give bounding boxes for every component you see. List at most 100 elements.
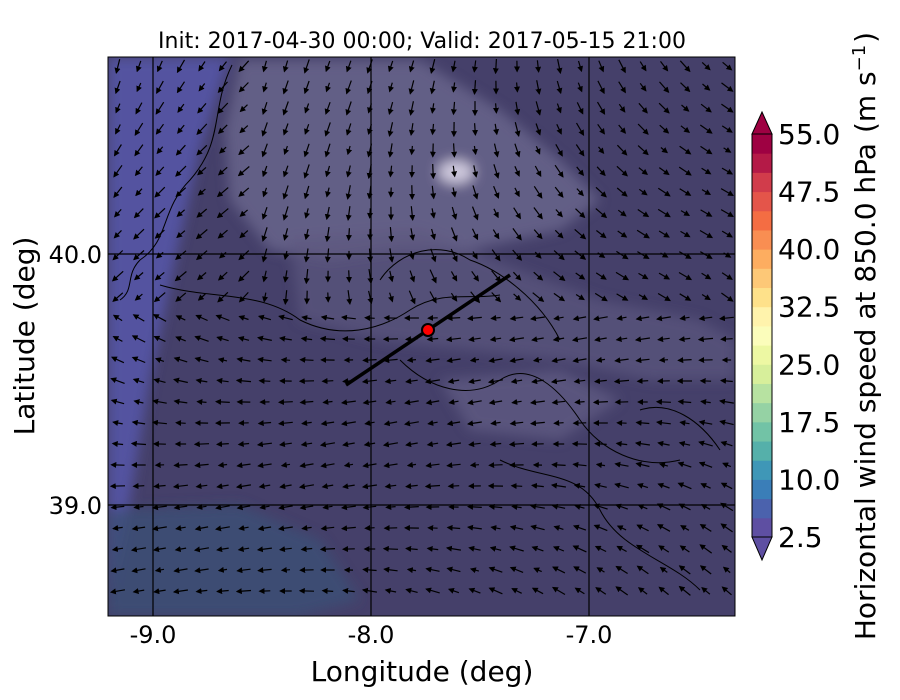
wind-vector — [131, 419, 146, 426]
wind-vector — [258, 377, 271, 384]
wind-vector — [575, 144, 585, 157]
wind-vector — [194, 567, 209, 574]
wind-vector — [362, 504, 377, 511]
wind-vector — [216, 588, 229, 595]
wind-vector — [596, 101, 606, 115]
y-axis-label: Latitude (deg) — [8, 237, 41, 436]
wind-vector — [488, 357, 503, 364]
wind-vector — [304, 208, 310, 219]
wind-vector — [596, 567, 605, 573]
wind-vector — [257, 335, 272, 342]
wind-vector — [172, 483, 188, 490]
wind-vector — [194, 356, 209, 363]
wind-vector — [215, 504, 230, 511]
colorbar-segment — [752, 460, 772, 480]
wind-vector — [531, 482, 544, 489]
wind-vector — [174, 546, 187, 553]
wind-vector — [366, 143, 373, 158]
colorbar-segment — [752, 172, 772, 193]
wind-vector — [472, 165, 479, 178]
wind-vector — [553, 271, 566, 282]
wind-vector — [366, 80, 373, 95]
wind-vector — [722, 61, 733, 71]
wind-vector — [679, 188, 692, 196]
wind-vector — [110, 504, 125, 511]
wind-vector — [491, 249, 501, 262]
wind-vector — [239, 104, 248, 113]
wind-vector — [321, 587, 334, 594]
wind-vector — [572, 357, 587, 364]
wind-vector — [388, 248, 395, 263]
wind-vector — [635, 315, 650, 322]
wind-vector — [678, 271, 693, 281]
x-axis-label: Longitude (deg) — [311, 655, 534, 688]
wind-vector — [577, 60, 583, 73]
wind-vector — [321, 483, 334, 490]
wind-vector — [618, 124, 627, 134]
wind-vector — [321, 378, 334, 385]
wind-vector — [530, 399, 545, 406]
wind-vector — [174, 271, 187, 282]
x-tick-label: -8.0 — [348, 621, 395, 649]
wind-vector — [155, 101, 165, 115]
wind-vector — [111, 546, 124, 553]
wind-vector — [700, 209, 713, 217]
wind-vector — [173, 567, 188, 574]
wind-vector — [256, 441, 272, 448]
wind-vector — [657, 208, 671, 218]
wind-vector — [678, 440, 691, 447]
wind-vector — [658, 102, 670, 114]
wind-vector — [680, 82, 691, 93]
wind-vector — [472, 251, 478, 260]
wind-vector — [236, 356, 251, 363]
wind-vector — [575, 208, 586, 219]
colorbar-segment — [752, 210, 772, 231]
wind-vector — [425, 587, 440, 594]
wind-vector — [593, 503, 608, 510]
wind-vector — [493, 164, 500, 179]
wind-vector — [510, 378, 523, 385]
wind-vector — [509, 524, 524, 531]
wind-vector — [324, 122, 331, 137]
wind-vector — [217, 271, 228, 281]
wind-vector — [236, 567, 251, 574]
wind-vector — [279, 441, 292, 448]
wind-vector — [594, 545, 607, 553]
wind-vector — [196, 272, 207, 281]
wind-vector — [552, 566, 566, 574]
wind-vector — [430, 228, 436, 241]
wind-vector — [345, 60, 352, 73]
wind-vector — [699, 251, 713, 259]
wind-vector — [556, 58, 563, 75]
x-tick-label: -9.0 — [130, 621, 177, 649]
wind-vector — [595, 272, 607, 280]
wind-vector — [278, 525, 293, 532]
wind-vector — [472, 123, 479, 136]
wind-vector — [111, 356, 125, 364]
wind-vector — [655, 398, 671, 405]
wind-vector — [656, 503, 671, 511]
wind-vector — [238, 60, 250, 73]
wind-vector — [176, 59, 186, 74]
wind-vector — [235, 377, 252, 384]
wind-vector — [451, 165, 458, 178]
wind-vector — [256, 546, 272, 553]
wind-vector — [657, 440, 670, 447]
wind-vector — [216, 187, 229, 198]
wind-vector — [554, 229, 564, 239]
colorbar-segment — [752, 479, 772, 500]
wind-vector — [324, 227, 331, 243]
wind-vector — [555, 209, 563, 218]
wind-vector — [361, 483, 377, 490]
wind-vector — [514, 165, 520, 177]
colorbar-tick-label: 2.5 — [778, 521, 823, 554]
colorbar-segment — [752, 134, 772, 154]
wind-vector — [594, 482, 607, 489]
wind-vector — [261, 122, 268, 137]
wind-vector — [699, 523, 712, 532]
wind-vector — [615, 336, 628, 343]
wind-vector — [451, 206, 458, 221]
wind-vector — [283, 145, 290, 156]
wind-vector — [134, 122, 144, 136]
wind-vector — [115, 124, 121, 135]
